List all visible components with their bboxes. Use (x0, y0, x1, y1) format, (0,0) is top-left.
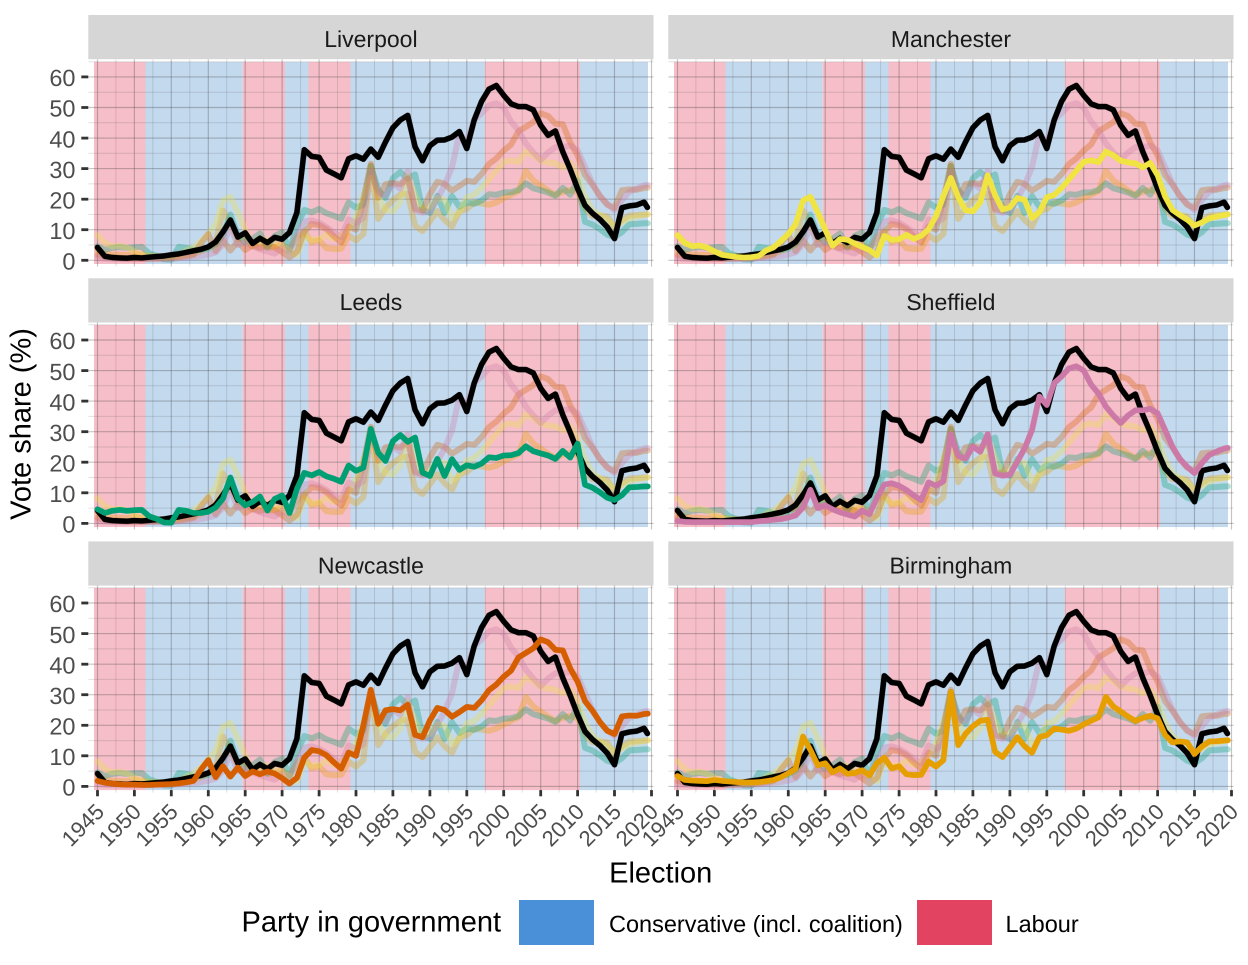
svg-text:40: 40 (49, 389, 75, 415)
svg-text:50: 50 (49, 622, 75, 648)
svg-text:30: 30 (49, 157, 75, 183)
svg-text:Party in government: Party in government (242, 907, 502, 939)
svg-text:Newcastle: Newcastle (318, 552, 424, 578)
svg-text:Leeds: Leeds (340, 289, 403, 315)
svg-text:30: 30 (49, 683, 75, 709)
svg-text:10: 10 (49, 218, 75, 244)
svg-text:10: 10 (49, 744, 75, 770)
svg-text:60: 60 (49, 328, 75, 354)
svg-text:Conservative (incl. coalition): Conservative (incl. coalition) (609, 911, 903, 937)
svg-text:20: 20 (49, 450, 75, 476)
svg-text:Labour: Labour (1006, 911, 1079, 937)
svg-text:Manchester: Manchester (891, 26, 1012, 52)
svg-text:30: 30 (49, 420, 75, 446)
svg-text:Sheffield: Sheffield (906, 289, 995, 315)
svg-text:50: 50 (49, 96, 75, 122)
svg-text:20: 20 (49, 714, 75, 740)
svg-text:40: 40 (49, 652, 75, 678)
svg-text:Vote share (%): Vote share (%) (6, 328, 38, 520)
svg-text:Liverpool: Liverpool (324, 26, 417, 52)
svg-text:10: 10 (49, 481, 75, 507)
svg-text:50: 50 (49, 359, 75, 385)
svg-text:0: 0 (62, 775, 75, 801)
svg-text:0: 0 (62, 249, 75, 275)
svg-text:60: 60 (49, 591, 75, 617)
svg-text:20: 20 (49, 187, 75, 213)
svg-text:40: 40 (49, 126, 75, 152)
svg-text:Birmingham: Birmingham (890, 552, 1013, 578)
svg-text:Election: Election (609, 858, 712, 890)
svg-text:0: 0 (62, 512, 75, 538)
svg-text:60: 60 (49, 65, 75, 91)
